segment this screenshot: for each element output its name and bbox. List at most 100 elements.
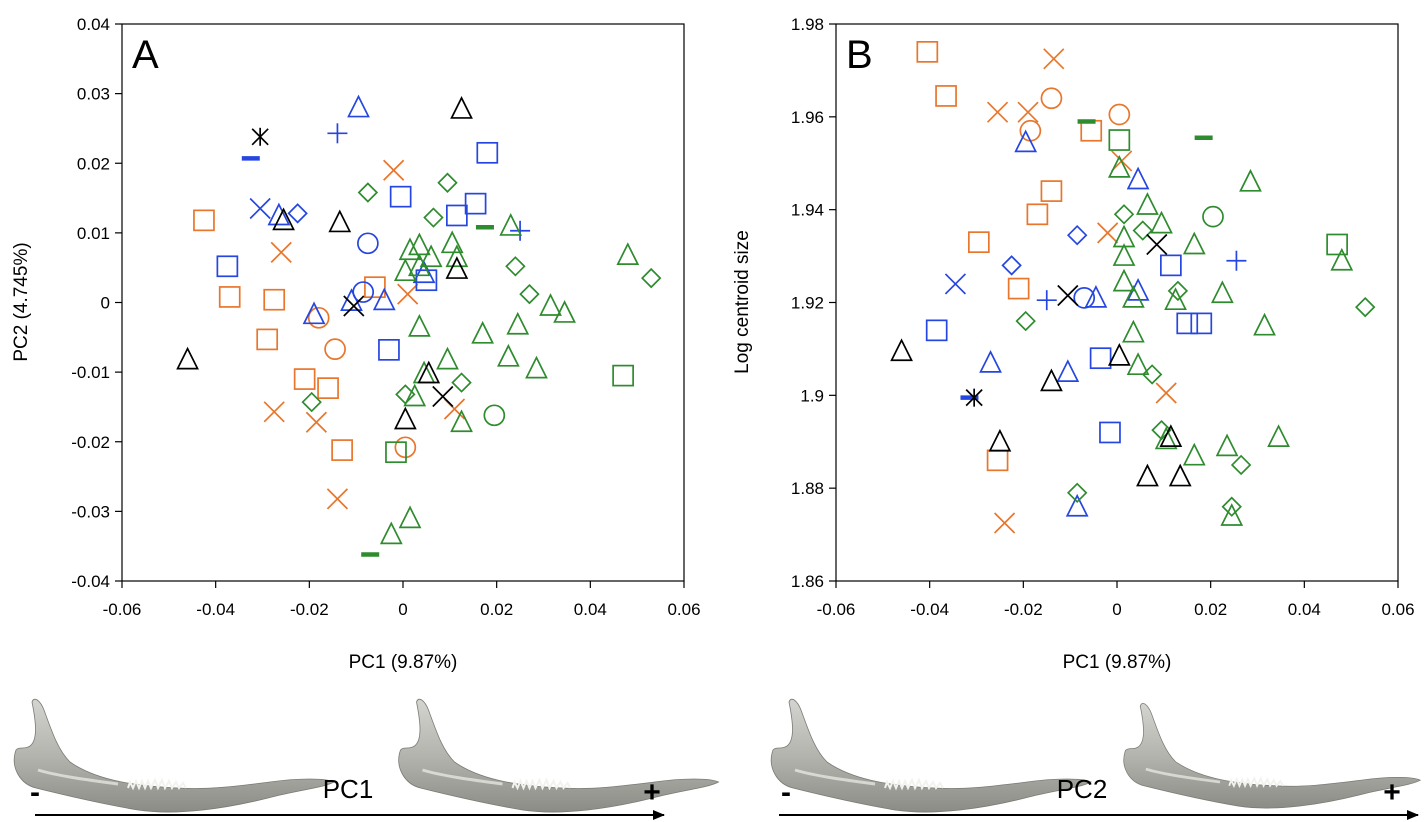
panel-b-point-green-triangle <box>1150 210 1173 234</box>
panel-b-y-ticks: 1.86 1.88 1.9 1.92 1.94 1.96 1.98 <box>791 15 836 591</box>
panel-b-x-tick-label: 0.06 <box>1381 600 1414 619</box>
panel-b-point-black-triangle <box>1040 368 1063 392</box>
panel-a-plot-frame <box>121 23 685 582</box>
panel-a-point-orange-x <box>270 241 292 263</box>
panel-b-y-tick-label: 1.92 <box>791 294 824 313</box>
panel-b-point-green-triangle <box>1239 168 1262 192</box>
panel-a-point-green-diamond <box>395 384 416 405</box>
panel-a-point-orange-x <box>383 159 405 181</box>
panel-a-x-tick-label: 0.04 <box>574 600 607 619</box>
panel-b-x-tick-label: -0.02 <box>1004 600 1043 619</box>
panel-b-point-green-diamond <box>1113 204 1135 225</box>
panel-b-point-green-triangle <box>1220 503 1244 526</box>
panel-b-point-blue-triangle <box>1084 284 1108 308</box>
panel-b-point-green-triangle <box>1107 154 1131 178</box>
panel-a-point-blue-square <box>464 192 487 215</box>
jaw-minus-pc2-image <box>769 697 1093 814</box>
panel-b-point-green-square <box>1326 233 1348 256</box>
pc2-plus-sign: + <box>1383 776 1401 809</box>
panel-a-point-green-triangle <box>471 320 494 344</box>
panel-b-point-blue-plus <box>1226 250 1247 271</box>
panel-a-point-green-diamond <box>423 207 444 228</box>
panel-a-point-green-triangle <box>506 311 530 335</box>
pc1-shape-illustration: PC1 - + <box>12 697 721 820</box>
panel-a-point-green-triangle <box>419 244 443 268</box>
panel-a-point-green-triangle <box>403 383 427 407</box>
pc1-minus-sign: - <box>30 776 40 809</box>
panel-a-point-green-diamond <box>357 182 379 203</box>
panel-a-point-green-diamond <box>437 172 458 193</box>
panel-a-y-tick-label: -0.03 <box>71 502 110 521</box>
panel-a-point-green-triangle <box>539 293 562 316</box>
panel-b-point-orange-square <box>1080 119 1103 142</box>
panel-a-point-blue-square <box>389 185 412 208</box>
panel-a-point-green-diamond <box>451 372 472 393</box>
panel-a-point-green-triangle <box>440 230 464 254</box>
panel-a-point-orange-square <box>218 286 241 308</box>
panel-b-point-blue-diamond <box>1066 224 1088 246</box>
panel-b-point-black-x <box>1057 284 1079 307</box>
panel-a-point-black-triangle <box>445 256 469 279</box>
panel-b-point-orange-square <box>986 449 1009 472</box>
panel-a-point-black-triangle <box>450 96 473 119</box>
panel-b-point-blue-circle <box>1073 287 1096 309</box>
panel-b-point-blue-plus <box>1036 290 1057 311</box>
panel-b-point-green-diamond <box>1066 482 1088 504</box>
panel-a-x-tick-label: 0 <box>398 600 407 619</box>
panel-a-point-orange-square <box>317 377 339 399</box>
panel-a-point-green-diamond <box>641 267 662 289</box>
panel-a-y-tick-label: 0.04 <box>77 15 110 34</box>
panel-a-point-black-triangle <box>328 209 352 233</box>
panel-b-point-orange-x <box>993 512 1016 534</box>
panel-b-point-green-triangle <box>1210 280 1234 304</box>
panel-a-point-orange-square <box>331 439 353 461</box>
panel-b-point-orange-circle <box>1108 103 1131 126</box>
panel-a-point-black-asterisk <box>251 127 269 146</box>
panel-b-point-blue-square <box>1176 312 1199 335</box>
panel-a-point-blue-triangle <box>347 94 370 118</box>
panel-b-point-green-triangle <box>1122 284 1145 308</box>
panel-a-point-orange-x <box>263 401 285 423</box>
panel-a-point-green-diamond <box>505 256 526 277</box>
panel-b-point-black-triangle <box>1168 463 1192 487</box>
panel-b-y-tick-label: 1.94 <box>791 201 824 220</box>
panel-a-y-tick-label: 0 <box>101 294 110 313</box>
panel-a-y-tick-label: -0.01 <box>71 363 110 382</box>
panel-b-x-tick-label: 0 <box>1112 600 1121 619</box>
jaw-plus-pc2-image <box>1122 701 1422 810</box>
panel-b-x-axis-title: PC1 (9.87%) <box>1063 652 1172 673</box>
panel-a-point-orange-circle <box>307 306 330 329</box>
panel-a-point-green-triangle <box>553 300 576 323</box>
panel-b-point-green-circle <box>1202 205 1224 228</box>
panel-a-point-orange-square <box>256 328 279 351</box>
panel-a-point-black-triangle <box>417 360 441 384</box>
panel-b-point-green-triangle <box>1267 424 1290 447</box>
panel-a-x-ticks: -0.06 -0.04 -0.02 0 0.02 0.04 0.06 <box>103 581 701 619</box>
panel-b-point-blue-triangle <box>1126 166 1150 190</box>
panel-b-point-black-x <box>1146 233 1168 256</box>
panel-a-point-green-triangle <box>393 258 417 282</box>
panel-a-point-blue-triangle <box>302 301 326 325</box>
panel-a-point-black-triangle <box>393 406 417 430</box>
panel-a-point-black-triangle <box>272 207 295 231</box>
panel-a-point-green-triangle <box>408 253 431 277</box>
panel-b-x-tick-label: 0.04 <box>1288 600 1321 619</box>
panel-b-point-blue-triangle <box>1014 129 1038 153</box>
panel-b-point-green-square <box>1108 129 1131 151</box>
panel-a-point-blue-plus <box>327 123 348 144</box>
panel-a-point-blue-circle <box>352 281 375 303</box>
panel-b-point-blue-diamond <box>1001 255 1022 276</box>
panel-b-point-green-diamond <box>1355 296 1376 318</box>
panel-a-point-blue-circle <box>357 232 379 255</box>
panel-b-point-green-triangle <box>1126 352 1150 376</box>
panel-a-y-tick-label: 0.01 <box>77 224 110 243</box>
panel-b-point-green-triangle <box>1215 433 1239 457</box>
panel-a-point-blue-triangle <box>267 202 291 226</box>
panel-a-point-green-triangle <box>436 346 459 370</box>
panel-b-point-blue-x <box>944 273 967 295</box>
panel-a-point-green-triangle <box>616 242 640 266</box>
panel-a-point-orange-x <box>397 283 419 305</box>
panel-b-point-blue-square <box>1089 347 1112 370</box>
panel-a-point-orange-square <box>293 368 316 390</box>
